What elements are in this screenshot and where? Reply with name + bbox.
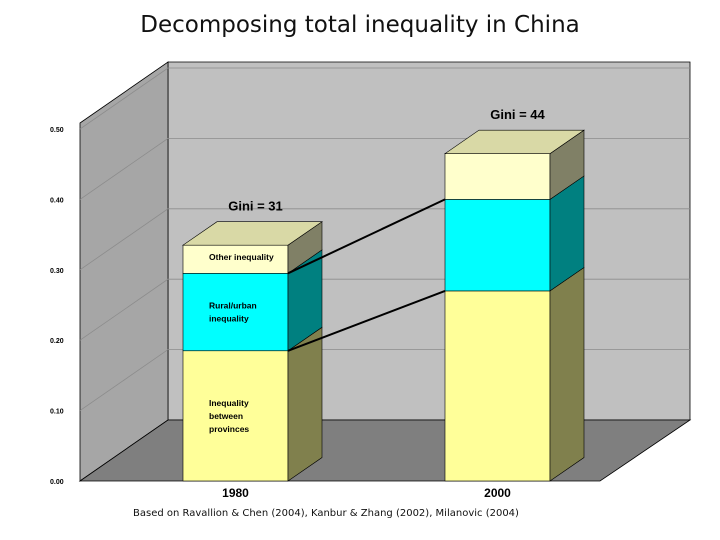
bar-segment-2000-3 <box>444 153 551 200</box>
bar-segment-1980-1 <box>182 350 289 482</box>
chart-side-wall <box>79 61 169 482</box>
bar-side-2000-1 <box>549 266 585 482</box>
bar-segment-label: inequality <box>209 314 249 324</box>
bar-segment-label: Other inequality <box>209 252 274 262</box>
gini-label: Gini = 31 <box>228 199 283 214</box>
bar-segment-label: between <box>209 411 243 421</box>
y-tick-label: 0.00 <box>50 479 64 486</box>
bar-segment-1980-2 <box>182 273 289 352</box>
x-category-label: 2000 <box>484 486 511 500</box>
slide-title: Decomposing total inequality in China <box>140 12 580 38</box>
y-tick-label: 0.30 <box>50 268 64 275</box>
x-category-label: 1980 <box>222 486 249 500</box>
connector-line <box>287 289 446 352</box>
bar-segment-label: Inequality <box>209 398 249 408</box>
y-tick-label: 0.40 <box>50 197 64 204</box>
bar-side-1980-1 <box>287 326 323 482</box>
bar-segment-label: provinces <box>209 424 249 434</box>
y-tick-label: 0.20 <box>50 338 64 345</box>
y-tick-label: 0.50 <box>50 127 64 134</box>
bar-segment-label: Rural/urban <box>209 301 257 311</box>
chart-floor <box>78 419 692 482</box>
gini-label: Gini = 44 <box>490 107 545 122</box>
y-tick-label: 0.10 <box>50 409 64 416</box>
gridline <box>79 67 690 130</box>
connector-line <box>287 198 446 275</box>
source-footnote: Based on Ravallion & Chen (2004), Kanbur… <box>133 508 519 519</box>
bar-segment-1980-3 <box>182 244 289 274</box>
bar-top-2000 <box>444 129 585 154</box>
bar-segment-2000-2 <box>444 199 551 292</box>
bar-top-1980 <box>182 221 323 246</box>
bar-segment-2000-1 <box>444 290 551 482</box>
